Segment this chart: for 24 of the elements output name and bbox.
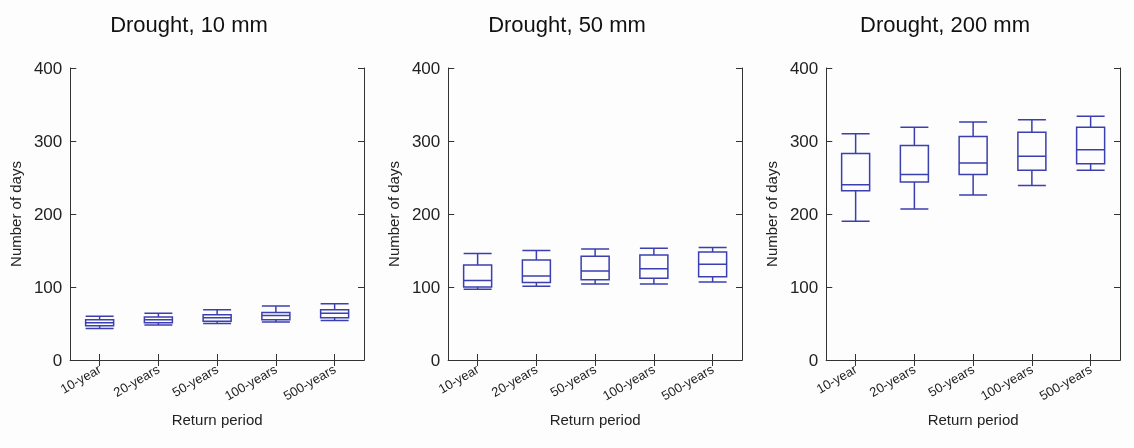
y-tick-label: 100: [789, 277, 819, 297]
y-tick-label: 400: [411, 58, 441, 78]
y-tick-label: 400: [33, 58, 63, 78]
y-axis-title: Number of days: [763, 161, 780, 267]
chart-title: Drought, 50 mm: [488, 11, 646, 37]
y-tick-label: 0: [52, 350, 63, 370]
x-axis-title: Return period: [171, 411, 263, 428]
x-axis-title: Return period: [927, 411, 1019, 428]
y-tick-label: 300: [33, 131, 63, 151]
y-axis-title: Number of days: [385, 161, 402, 267]
y-tick-label: 0: [430, 350, 441, 370]
y-tick-label: 400: [789, 58, 819, 78]
y-tick-label: 100: [411, 277, 441, 297]
y-axis-title: Number of days: [7, 161, 24, 267]
y-tick-label: 300: [411, 131, 441, 151]
y-tick-label: 200: [789, 204, 819, 224]
chart-title: Drought, 10 mm: [110, 11, 268, 37]
y-tick-label: 0: [808, 350, 819, 370]
chart-title: Drought, 200 mm: [860, 11, 1030, 37]
y-tick-label: 300: [789, 131, 819, 151]
x-axis-title: Return period: [549, 411, 641, 428]
y-tick-label: 100: [33, 277, 63, 297]
y-tick-label: 200: [411, 204, 441, 224]
y-tick-label: 200: [33, 204, 63, 224]
